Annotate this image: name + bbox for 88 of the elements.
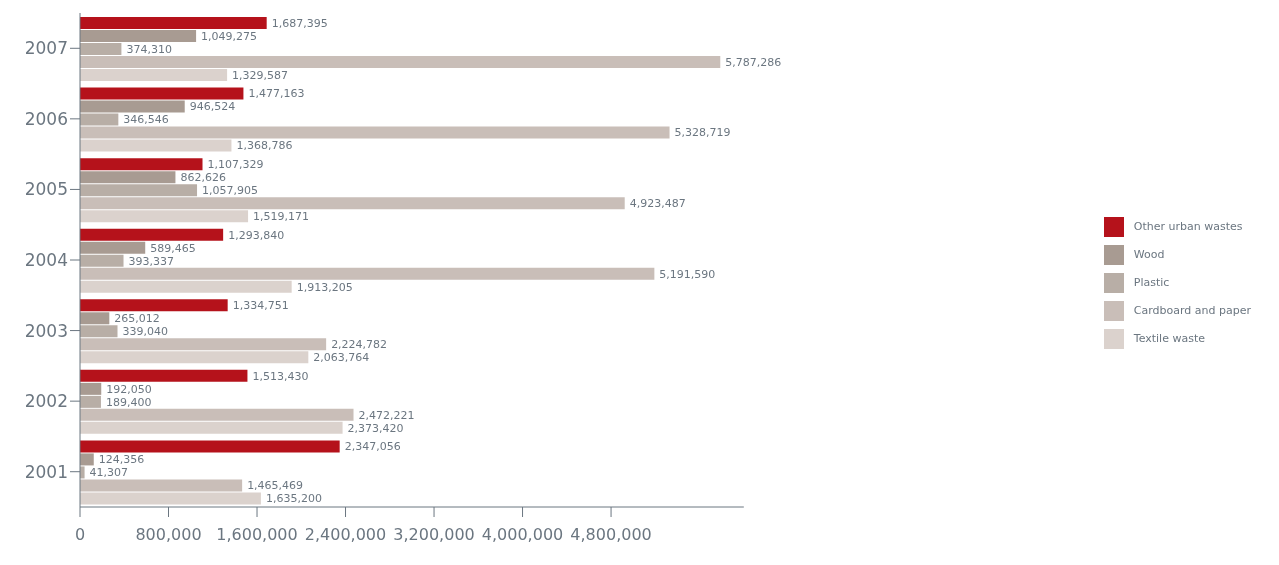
data-label: 393,337 bbox=[128, 254, 175, 268]
data-label: 1,334,751 bbox=[232, 299, 289, 313]
bar bbox=[80, 492, 261, 505]
bar bbox=[80, 338, 327, 351]
legend-label: Plastic bbox=[1133, 275, 1170, 289]
y-tick-label: 2002 bbox=[24, 391, 68, 412]
y-tick-label: 2001 bbox=[24, 461, 68, 482]
data-label: 5,328,719 bbox=[674, 126, 731, 140]
bar bbox=[80, 197, 625, 210]
data-label: 1,368,786 bbox=[236, 139, 293, 153]
data-label: 2,373,420 bbox=[347, 421, 404, 435]
data-label: 346,546 bbox=[123, 113, 169, 127]
legend-label: Wood bbox=[1133, 247, 1165, 261]
bar bbox=[80, 158, 203, 171]
data-label: 1,477,163 bbox=[248, 87, 305, 101]
data-label: 1,687,395 bbox=[271, 16, 328, 30]
data-label: 1,049,275 bbox=[201, 29, 258, 43]
y-tick-label: 2004 bbox=[24, 250, 68, 271]
bar bbox=[80, 17, 267, 29]
y-tick-label: 2007 bbox=[24, 38, 68, 59]
legend-label: Cardboard and paper bbox=[1133, 303, 1251, 317]
bar bbox=[80, 56, 721, 68]
legend-label: Other urban wastes bbox=[1133, 219, 1243, 233]
bar bbox=[80, 299, 228, 312]
data-label: 2,472,221 bbox=[358, 408, 415, 422]
bar bbox=[80, 408, 354, 421]
bar bbox=[80, 254, 124, 267]
bar bbox=[80, 267, 655, 280]
bar bbox=[80, 113, 119, 126]
bar bbox=[80, 325, 118, 338]
data-label: 2,224,782 bbox=[331, 338, 388, 352]
data-label: 339,040 bbox=[122, 325, 169, 339]
bar bbox=[80, 369, 248, 382]
bar bbox=[80, 184, 198, 197]
bar bbox=[80, 100, 185, 113]
x-tick-label: 0 bbox=[74, 525, 86, 545]
data-label: 192,050 bbox=[106, 382, 152, 396]
x-tick-label: 800,000 bbox=[135, 525, 202, 545]
bar bbox=[80, 139, 232, 152]
x-tick-label: 3,200,000 bbox=[393, 525, 475, 545]
bar bbox=[80, 382, 102, 395]
data-label: 5,787,286 bbox=[725, 55, 782, 69]
data-label: 1,057,905 bbox=[202, 184, 259, 198]
data-label: 1,635,200 bbox=[265, 492, 322, 506]
x-tick-label: 4,800,000 bbox=[570, 525, 652, 545]
data-label: 189,400 bbox=[105, 395, 152, 409]
bar bbox=[80, 440, 340, 453]
data-label: 265,012 bbox=[114, 312, 160, 326]
bar bbox=[80, 228, 224, 241]
y-tick-label: 2006 bbox=[24, 108, 68, 129]
data-label: 1,329,587 bbox=[232, 68, 289, 82]
data-label: 1,513,430 bbox=[252, 369, 309, 383]
bar bbox=[80, 210, 249, 223]
data-label: 2,347,056 bbox=[344, 440, 401, 454]
bar bbox=[80, 280, 292, 293]
bar bbox=[80, 69, 228, 81]
bar bbox=[80, 87, 244, 100]
x-tick-label: 2,400,000 bbox=[304, 525, 387, 545]
bar bbox=[80, 453, 94, 466]
legend-label: Textile waste bbox=[1133, 331, 1205, 345]
bar bbox=[80, 126, 670, 139]
data-label: 1,465,469 bbox=[247, 479, 304, 493]
x-tick-label: 1,600,000 bbox=[216, 525, 298, 545]
bar bbox=[80, 171, 176, 184]
data-label: 2,063,764 bbox=[313, 351, 370, 365]
y-tick-label: 2005 bbox=[24, 179, 68, 200]
data-label: 1,913,205 bbox=[296, 280, 353, 294]
bar bbox=[80, 421, 343, 434]
bar bbox=[80, 351, 309, 364]
bar bbox=[80, 395, 101, 408]
bar bbox=[80, 312, 110, 325]
data-label: 1,293,840 bbox=[228, 228, 285, 242]
x-tick-label: 4,000,000 bbox=[481, 525, 564, 545]
bar bbox=[80, 479, 243, 492]
bar bbox=[80, 241, 146, 254]
data-label: 4,923,487 bbox=[629, 197, 686, 211]
data-label: 5,191,590 bbox=[659, 267, 716, 281]
data-label: 124,356 bbox=[98, 453, 145, 467]
data-label: 374,310 bbox=[126, 42, 172, 56]
data-label: 862,626 bbox=[180, 171, 226, 185]
data-label: 946,524 bbox=[189, 100, 236, 114]
bar bbox=[80, 30, 197, 42]
data-label: 1,107,329 bbox=[207, 158, 264, 172]
data-label: 1,519,171 bbox=[253, 210, 310, 224]
data-label: 589,465 bbox=[150, 241, 196, 255]
data-label: 41,307 bbox=[89, 466, 129, 480]
y-tick-label: 2003 bbox=[24, 320, 68, 341]
bar bbox=[80, 43, 122, 55]
